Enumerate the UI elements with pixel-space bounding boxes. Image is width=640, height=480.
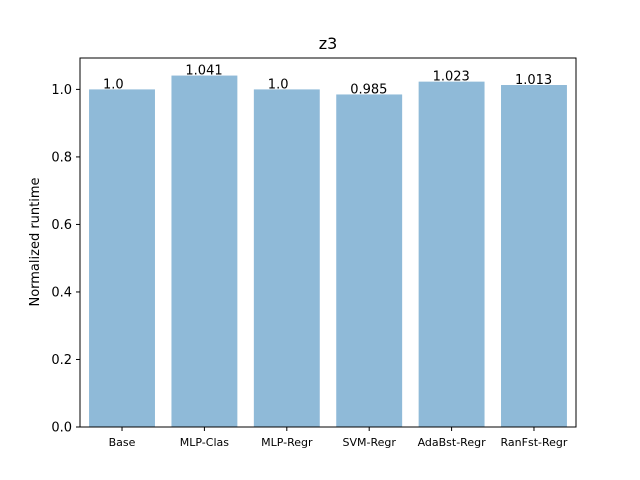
x-tick-label: MLP-Regr bbox=[261, 436, 313, 449]
bar-adabst-regr bbox=[418, 81, 485, 427]
bar-svm-regr bbox=[336, 94, 403, 428]
x-tick-label: AdaBst-Regr bbox=[418, 436, 487, 449]
data-label: 1.0 bbox=[103, 77, 124, 92]
data-label: 1.041 bbox=[185, 64, 222, 79]
ticks-group: Base MLP-Clas MLP-Regr SVM-Regr AdaBst-Regr R… bbox=[51, 83, 568, 449]
bar-mlp-regr bbox=[253, 89, 320, 428]
x-tick-label: MLP-Clas bbox=[180, 436, 229, 449]
y-axis-label: Normalized runtime bbox=[28, 177, 43, 306]
y-tick-label: 0.0 bbox=[51, 421, 72, 436]
y-tick-label: 0.6 bbox=[51, 218, 72, 233]
y-tick-label: 0.8 bbox=[51, 150, 72, 165]
y-tick-label: 0.4 bbox=[51, 285, 72, 300]
data-label: 0.985 bbox=[350, 82, 387, 97]
plot-frame bbox=[79, 57, 577, 428]
bars-group: 1.0 1.041 1.0 0.985 1.023 1.013 bbox=[89, 64, 567, 428]
x-tick-label: Base bbox=[109, 436, 136, 449]
data-label: 1.0 bbox=[268, 77, 289, 92]
data-label: 1.013 bbox=[515, 73, 552, 88]
bar-ranfst-regr bbox=[501, 85, 567, 427]
data-label: 1.023 bbox=[433, 70, 470, 85]
x-tick-label: SVM-Regr bbox=[343, 436, 397, 449]
x-tick-label: RanFst-Regr bbox=[501, 436, 568, 449]
bar-mlp-clas bbox=[171, 75, 238, 427]
y-tick-label: 0.2 bbox=[51, 353, 72, 368]
y-tick-label: 1.0 bbox=[51, 83, 72, 98]
bar-base bbox=[89, 89, 155, 428]
chart-title: z3 bbox=[319, 34, 338, 53]
